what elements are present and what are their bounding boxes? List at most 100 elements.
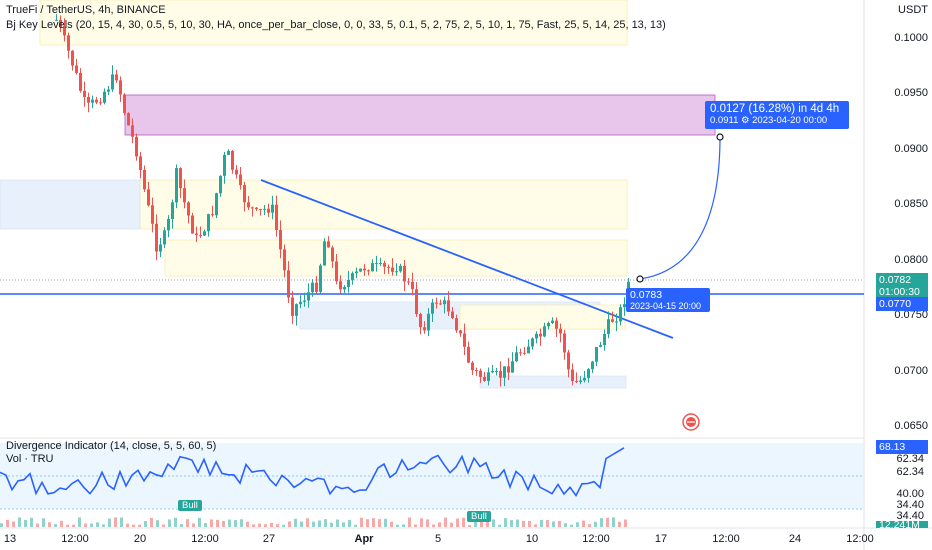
candle-body xyxy=(471,362,474,371)
candle-body xyxy=(143,169,146,190)
candle-body xyxy=(79,72,82,91)
volume-bar xyxy=(594,521,597,527)
time-tick: 10 xyxy=(525,533,539,545)
price-tick: 0.0750 xyxy=(894,309,928,321)
price-tick: 0.0850 xyxy=(894,198,928,210)
candle-body xyxy=(483,376,486,381)
candle-body xyxy=(463,333,466,347)
bull-divergence-badge: Bull xyxy=(178,500,202,511)
candle-body xyxy=(379,263,382,265)
candle-body xyxy=(611,319,614,322)
volume-bar xyxy=(402,524,405,527)
volume-bar xyxy=(456,518,459,527)
candle-body xyxy=(91,99,94,103)
candle-body xyxy=(251,207,254,209)
volume-bar xyxy=(204,523,207,527)
osc-value-tag: 68.13 xyxy=(876,440,928,454)
volume-bar xyxy=(588,524,591,527)
candle-body xyxy=(235,169,238,175)
volume-bar xyxy=(132,524,135,527)
candle-body xyxy=(383,263,386,267)
target-info-box[interactable]: 0.0127 (16.28%) in 4d 4h 0.0911 ⚙ 2023-0… xyxy=(705,101,849,129)
projection-end-anchor[interactable] xyxy=(716,133,724,141)
candle-body xyxy=(243,185,246,203)
volume-bar xyxy=(516,519,519,527)
volume-bar xyxy=(72,524,75,527)
volume-bar xyxy=(192,523,195,527)
candle-body xyxy=(179,168,182,189)
candle-body xyxy=(115,74,118,81)
volume-bar xyxy=(252,524,255,527)
candle-body xyxy=(403,265,406,282)
symbol-title: TrueFi / TetherUS, 4h, BINANCE xyxy=(6,4,166,16)
candle-body xyxy=(395,271,398,273)
candle-body xyxy=(295,304,298,316)
volume-bar xyxy=(84,523,87,527)
volume-bar xyxy=(54,524,57,527)
candle-body xyxy=(423,327,426,331)
osc-level-label: 62.34 xyxy=(896,466,924,478)
candle-body xyxy=(147,189,150,206)
volume-bar xyxy=(210,519,213,527)
candle-body xyxy=(107,89,110,92)
candle-body xyxy=(359,268,362,272)
volume-bar xyxy=(6,519,9,527)
candle-body xyxy=(171,202,174,220)
candle-body xyxy=(587,369,590,378)
candle-body xyxy=(83,90,86,98)
volume-bar xyxy=(360,517,363,527)
time-tick: 12:00 xyxy=(846,533,874,545)
candle-body xyxy=(311,282,314,293)
last-price-tag: 0.0782 xyxy=(876,273,928,287)
candle-body xyxy=(459,330,462,334)
volume-bar xyxy=(414,524,417,527)
candle-body xyxy=(123,94,126,114)
candle-body xyxy=(215,193,218,216)
oscillator-title: Divergence Indicator (14, close, 5, 5, 6… xyxy=(6,440,217,452)
candle-body xyxy=(399,265,402,272)
candle-body xyxy=(499,370,502,378)
candle-body xyxy=(275,204,278,230)
projection-start-anchor[interactable] xyxy=(636,275,644,283)
countdown-tag: 01:00:30 xyxy=(876,285,928,299)
candle-body xyxy=(563,333,566,353)
candle-body xyxy=(607,319,610,334)
volume-bar xyxy=(372,518,375,527)
price-tick: 0.0650 xyxy=(894,420,928,432)
candle-body xyxy=(615,321,618,323)
candle-body xyxy=(559,328,562,334)
candle-body xyxy=(99,102,102,104)
volume-bar xyxy=(576,522,579,527)
candle-body xyxy=(503,366,506,378)
candle-body xyxy=(547,323,550,327)
volume-bar xyxy=(258,523,261,527)
candle-body xyxy=(427,313,430,331)
candle-body xyxy=(579,380,582,382)
indicator-title: Bj Key Levels (20, 15, 4, 30, 0.5, 5, 10… xyxy=(6,19,666,31)
projection-curve[interactable] xyxy=(639,136,721,280)
volume-bars xyxy=(0,517,627,527)
bull-divergence-badge: Bull xyxy=(467,511,491,522)
volume-bar xyxy=(432,524,435,527)
volume-bar xyxy=(492,519,495,527)
zone-purple-resistance xyxy=(124,94,716,136)
candle-body xyxy=(271,204,274,213)
volume-bar xyxy=(390,521,393,527)
volume-bar xyxy=(24,519,27,527)
candle-body xyxy=(59,19,62,28)
candle-body xyxy=(319,265,322,292)
volume-bar xyxy=(534,524,537,527)
candle-body xyxy=(307,292,310,301)
zone-blue-bottom xyxy=(479,375,627,389)
time-tick: 5 xyxy=(434,533,442,545)
trend-line[interactable] xyxy=(260,179,674,339)
candle-body xyxy=(55,19,58,21)
volume-bar xyxy=(300,521,303,527)
volume-bar xyxy=(48,522,51,527)
volume-bar xyxy=(78,517,81,527)
candle-body xyxy=(139,156,142,170)
candle-body xyxy=(227,150,230,155)
candle-body xyxy=(195,233,198,236)
current-info-box[interactable]: 0.0783 2023-04-15 20:00 xyxy=(626,288,710,312)
